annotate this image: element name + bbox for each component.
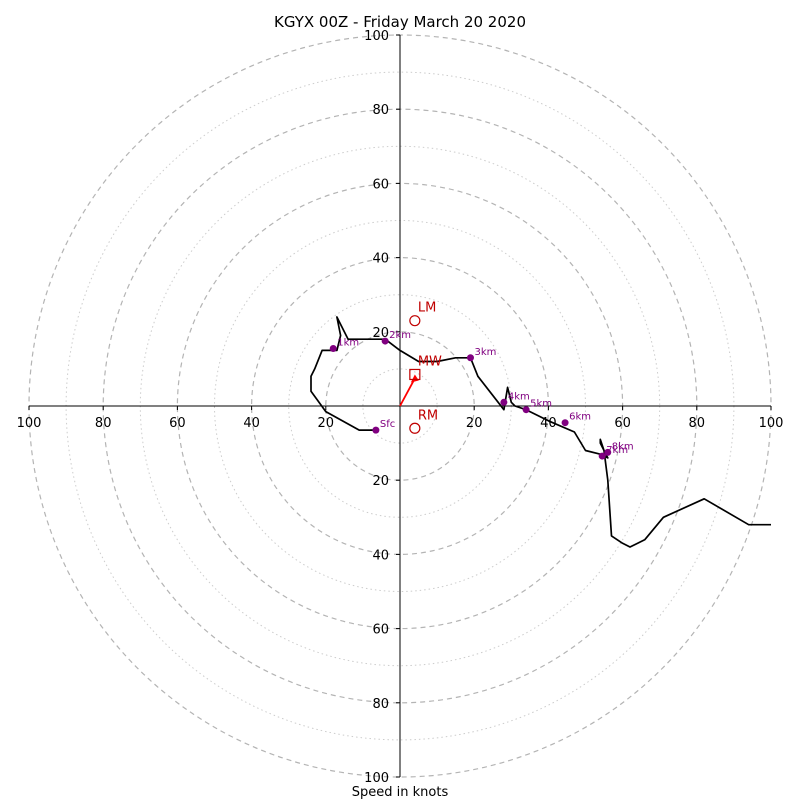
height-label-4km: 4km	[508, 391, 530, 402]
y-tick-label: 20	[372, 326, 389, 341]
hodograph-line	[310, 316, 771, 548]
chart-title: KGYX 00Z - Friday March 20 2020	[274, 13, 526, 31]
y-tick-label: 80	[372, 697, 389, 712]
x-tick-label: 40	[540, 416, 557, 431]
x-tick-label: 60	[614, 416, 631, 431]
x-tick-label: 40	[243, 416, 260, 431]
height-label-2km: 2km	[389, 330, 411, 341]
y-tick-label: 40	[372, 252, 389, 267]
motion-marker-lm	[409, 315, 421, 327]
height-marker-7km	[598, 452, 606, 460]
storm-motion-markers: LM MW RM	[399, 301, 442, 434]
x-tick-label: 100	[17, 416, 42, 431]
height-marker-6km	[561, 419, 569, 427]
motion-marker-rm	[409, 422, 421, 434]
height-label-5km: 5km	[530, 399, 552, 410]
height-label-7km: 7km	[606, 445, 628, 456]
motion-label-lm: LM	[418, 301, 436, 316]
motion-marker-mw	[409, 368, 421, 381]
height-marker-3km	[466, 354, 474, 362]
height-marker-8km	[604, 448, 612, 456]
x-tick-label: 100	[759, 416, 784, 431]
height-marker-sfc	[372, 426, 380, 434]
height-label-8km: 8km	[612, 441, 634, 452]
x-tick-label: 20	[318, 416, 335, 431]
y-tick-label: 20	[372, 474, 389, 489]
mean-wind-arrow-head	[410, 374, 419, 383]
x-tick-label: 80	[689, 416, 706, 431]
y-tick-label: 80	[372, 103, 389, 118]
height-label-3km: 3km	[474, 347, 496, 358]
x-axis-label: Speed in knots	[352, 785, 449, 800]
height-label-6km: 6km	[569, 412, 591, 423]
y-tick-label: 60	[372, 623, 389, 638]
motion-label-mw: MW	[418, 354, 442, 369]
y-tick-label: 40	[372, 548, 389, 563]
y-tick-label: 100	[364, 771, 389, 786]
x-tick-label: 60	[169, 416, 186, 431]
mean-wind-arrow-shaft	[399, 378, 416, 407]
height-marker-2km	[381, 337, 389, 345]
motion-label-rm: RM	[418, 408, 438, 423]
x-tick-label: 20	[466, 416, 483, 431]
height-label-sfc: Sfc	[380, 419, 395, 430]
y-tick-label: 100	[364, 29, 389, 44]
x-tick-label: 80	[95, 416, 112, 431]
height-label-1km: 1km	[337, 337, 359, 348]
height-marker-4km	[500, 398, 508, 406]
height-marker-5km	[522, 406, 530, 414]
height-marker-1km	[329, 344, 337, 352]
y-tick-label: 60	[372, 177, 389, 192]
tick-labels: 100 80 60 40 20 20 40 60 80 100 20 40 60 80 100 20 40 60 8…	[17, 29, 784, 786]
hodograph-trace	[310, 316, 771, 548]
